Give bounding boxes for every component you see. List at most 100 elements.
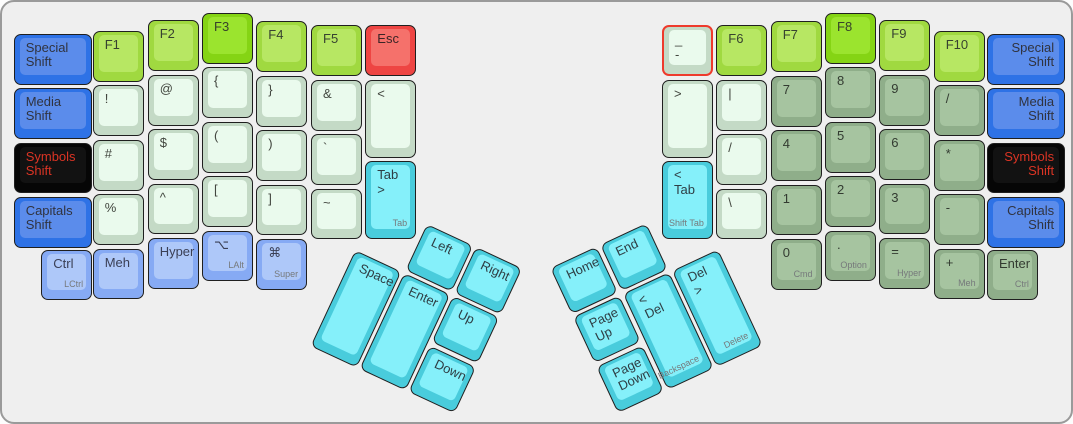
key-tab[interactable]: Tab > Tab — [365, 161, 417, 240]
key-left-arrow-top: Left — [415, 229, 466, 280]
key-num-9[interactable]: 9 — [879, 74, 931, 126]
key-tilde[interactable]: ~ — [311, 188, 362, 240]
key-label: F8 — [837, 19, 853, 34]
key-plus[interactable]: + Meh — [933, 248, 985, 300]
key-special-shift-right[interactable]: Special Shift — [987, 33, 1066, 85]
key-f10[interactable]: F10 — [933, 31, 985, 82]
key-up-arrow-top: Up — [441, 302, 493, 352]
key-backslash[interactable]: \ — [716, 188, 768, 240]
key-label: | — [728, 85, 732, 101]
key-num-1-top: 1 — [776, 188, 816, 226]
key-label: ! — [104, 91, 109, 107]
key-special-shift-left[interactable]: Special Shift — [13, 33, 92, 85]
key-f4[interactable]: F4 — [256, 21, 308, 73]
key-f6[interactable]: F6 — [716, 25, 768, 77]
key-num-7[interactable]: 7 — [770, 75, 822, 127]
key-label: 4 — [782, 136, 790, 152]
key-num-0[interactable]: 0 Cmd — [770, 238, 822, 290]
key-tilde-top: ~ — [317, 192, 356, 230]
key-f1[interactable]: F1 — [92, 31, 144, 82]
key-dollar[interactable]: $ — [147, 129, 199, 180]
key-f5[interactable]: F5 — [311, 25, 362, 77]
key-media-shift-right-top: Media Shift — [993, 92, 1060, 129]
key-pipe[interactable]: | — [716, 79, 768, 131]
key-exclamation[interactable]: ! — [92, 85, 144, 137]
key-num-1[interactable]: 1 — [770, 184, 822, 236]
key-num-3[interactable]: 3 — [879, 183, 931, 235]
key-super-top: ⌘ Super — [262, 242, 302, 280]
key-paren-close[interactable]: ) — [256, 130, 308, 181]
key-right-arrow-top: Right — [464, 252, 516, 303]
key-slash-outer[interactable]: / — [933, 85, 985, 137]
key-ctrl-left-top: Ctrl LCtrl — [47, 253, 87, 291]
key-sublabel: Delete — [721, 329, 750, 351]
key-f2[interactable]: F2 — [147, 20, 199, 72]
key-percent[interactable]: % — [92, 194, 144, 246]
key-label: Enter — [999, 255, 1031, 271]
key-tab-top: Tab > Tab — [371, 165, 411, 230]
key-super[interactable]: ⌘ Super — [256, 238, 308, 290]
key-brace-close[interactable]: } — [256, 75, 308, 127]
key-bracket-open[interactable]: [ — [202, 176, 253, 228]
key-shift-tab-top: < Tab Shift Tab — [668, 165, 707, 230]
key-dash[interactable]: _ - — [662, 25, 713, 77]
key-num-4[interactable]: 4 — [770, 130, 822, 181]
key-capitals-shift-left-top: Capitals Shift — [19, 200, 86, 238]
key-media-shift-right[interactable]: Media Shift — [987, 88, 1066, 139]
key-symbols-shift-left[interactable]: Symbols Shift — [13, 142, 92, 194]
key-label: } — [268, 81, 273, 97]
key-caret[interactable]: ^ — [147, 183, 199, 235]
key-backtick-top: ` — [317, 138, 356, 175]
key-f9[interactable]: F9 — [879, 20, 931, 72]
key-label: Capitals Shift — [1007, 202, 1055, 233]
key-backtick[interactable]: ` — [311, 134, 362, 185]
key-num-5[interactable]: 5 — [825, 121, 876, 173]
key-sublabel: Super — [274, 268, 299, 279]
key-num-2[interactable]: 2 — [825, 176, 876, 228]
key-ctrl-left[interactable]: Ctrl LCtrl — [41, 249, 93, 301]
key-bracket-close[interactable]: ] — [256, 184, 308, 236]
key-less-than[interactable]: < — [365, 79, 417, 158]
key-media-shift-left[interactable]: Media Shift — [13, 88, 92, 139]
key-greater-than[interactable]: > — [662, 79, 713, 158]
key-label: % — [104, 200, 117, 216]
key-down-arrow-top: Down — [418, 351, 470, 402]
key-dash-top: _ - — [669, 30, 706, 66]
key-slash-inner[interactable]: / — [716, 134, 768, 185]
key-label: + — [945, 254, 954, 270]
key-f6-top: F6 — [722, 29, 762, 67]
key-f8[interactable]: F8 — [825, 13, 876, 64]
key-equals[interactable]: = Hyper — [879, 237, 931, 289]
key-hyper-left[interactable]: Hyper — [147, 237, 199, 289]
key-brace-open[interactable]: { — [202, 67, 253, 119]
key-capitals-shift-left[interactable]: Capitals Shift — [13, 196, 92, 248]
key-hash[interactable]: # — [92, 139, 144, 191]
key-pipe-top: | — [722, 83, 762, 121]
key-page-down-top: Page Down — [603, 351, 655, 402]
key-sublabel: Meh — [958, 278, 976, 289]
key-label: Right — [478, 257, 513, 284]
key-num-3-top: 3 — [885, 187, 925, 225]
key-f3[interactable]: F3 — [202, 13, 253, 64]
key-label: ( — [214, 127, 219, 143]
key-shift-tab[interactable]: < Tab Shift Tab — [662, 161, 713, 240]
key-capitals-shift-right[interactable]: Capitals Shift — [987, 196, 1066, 248]
key-symbols-shift-right[interactable]: Symbols Shift — [987, 142, 1066, 194]
key-paren-open[interactable]: ( — [202, 121, 253, 173]
key-num-6[interactable]: 6 — [879, 129, 931, 180]
key-f7[interactable]: F7 — [770, 21, 822, 73]
key-meh[interactable]: Meh — [92, 248, 144, 300]
key-sublabel: LAlt — [228, 260, 244, 271]
key-period[interactable]: . Option — [825, 230, 876, 282]
key-enter-right-top: Enter Ctrl — [993, 253, 1032, 291]
key-at[interactable]: @ — [147, 74, 199, 126]
key-minus[interactable]: - — [933, 194, 985, 246]
key-num-8[interactable]: 8 — [825, 67, 876, 119]
key-ampersand[interactable]: & — [311, 79, 362, 131]
key-enter-right[interactable]: Enter Ctrl — [987, 249, 1038, 301]
key-esc[interactable]: Esc — [365, 25, 417, 77]
key-lalt[interactable]: ⌥ LAlt — [202, 230, 253, 282]
key-label: 0 — [782, 244, 790, 260]
key-f10-top: F10 — [939, 35, 979, 72]
key-asterisk[interactable]: * — [933, 139, 985, 191]
